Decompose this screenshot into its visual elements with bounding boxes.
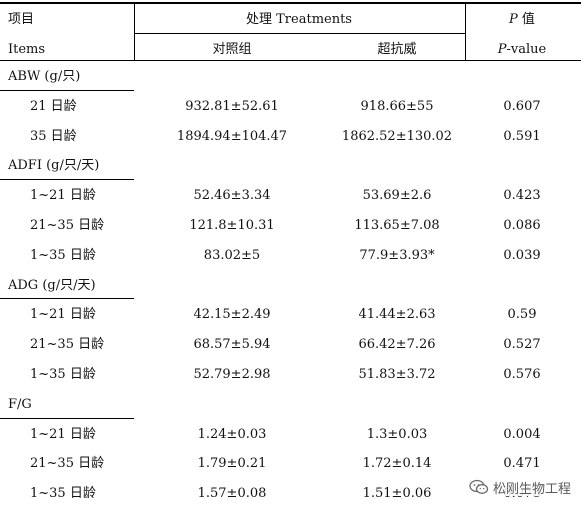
section-row: F/G [0, 389, 581, 419]
row-label: 1~21 日龄 [30, 307, 96, 323]
header-treatments: 处理 Treatments [246, 12, 352, 27]
row-label: 21~35 日龄 [30, 218, 105, 233]
p-value: 0.591 [503, 128, 541, 144]
section-label: ADG (g/只/天) [8, 277, 96, 293]
header-divider-right [465, 2, 466, 60]
row-label: 1~21 日龄 [30, 426, 96, 442]
p-value: 0.471 [503, 456, 541, 472]
super-value: 77.9±3.93* [359, 247, 435, 263]
row-label: 21~35 日龄 [30, 456, 105, 472]
p-value: 0.59 [507, 307, 537, 323]
control-value: 52.46±3.34 [193, 188, 271, 204]
p-value: 0.423 [503, 188, 541, 204]
control-value: 932.81±52.61 [185, 98, 279, 114]
section-label: F/G [8, 396, 32, 412]
section-row: ADG (g/只/天) [0, 270, 581, 300]
super-value: 1.72±0.14 [362, 456, 432, 472]
p-value: 0.004 [503, 426, 541, 442]
p-italic: P [509, 12, 518, 27]
p-char: 值 [517, 12, 535, 27]
control-value: 42.15±2.49 [193, 307, 271, 323]
control-value: 52.79±2.98 [193, 367, 271, 382]
p-value: 0.039 [503, 247, 541, 263]
row-label: 1~35 日龄 [30, 486, 96, 502]
table-row: 1~35 日龄 83.02±5 77.9±3.93* 0.039 [0, 240, 581, 270]
super-value: 1.51±0.06 [362, 486, 432, 502]
section-underline [0, 298, 134, 300]
p-value: 0.607 [503, 98, 541, 114]
super-value: 51.83±3.72 [358, 367, 436, 382]
super-value: 1.3±0.03 [366, 426, 428, 442]
table-row: 21~35 日龄 68.57±5.94 66.42±7.26 0.527 [0, 329, 581, 359]
table-row: 1~35 日龄1.57±0.081.51±0.060.078 [0, 478, 581, 508]
control-value: 1894.94±104.47 [176, 128, 288, 144]
row-label: 21~35 日龄 [30, 337, 105, 353]
table-row: 1~35 日龄 52.79±2.98 51.83±3.72 0.576 [0, 359, 581, 389]
header-control: 对照组 [212, 42, 252, 57]
header-item-cn: 项目 [8, 12, 35, 27]
watermark: 松刚生物工程 [466, 478, 573, 497]
table-row: 1~21 日龄 1.24±0.03 1.3±0.03 0.004 [0, 419, 581, 449]
super-value: 53.69±2.6 [362, 188, 432, 204]
header-p-value-en: P-value [498, 42, 546, 58]
table-row: 1~21 日龄 52.46±3.34 53.69±2.6 0.423 [0, 180, 581, 210]
control-value: 68.57±5.94 [193, 337, 271, 353]
row-label: 1~35 日龄 [30, 367, 96, 382]
table-row: 1~21 日龄 42.15±2.49 41.44±2.63 0.59 [0, 299, 581, 329]
section-label: ABW (g/只) [8, 69, 81, 84]
section-label: ADFI (g/只/天) [8, 158, 100, 174]
table-row: 21~35 日龄 121.8±10.31 113.65±7.08 0.086 [0, 210, 581, 240]
treatments-underline [134, 33, 465, 34]
p-value: 0.086 [503, 218, 541, 233]
row-label: 21 日龄 [30, 98, 77, 114]
wechat-icon [469, 479, 489, 494]
control-value: 1.57±0.08 [197, 486, 267, 502]
control-value: 121.8±10.31 [189, 218, 275, 233]
p-value: 0.576 [503, 367, 541, 382]
section-underline [0, 89, 134, 91]
super-value: 1862.52±130.02 [341, 128, 453, 144]
top-rule [0, 2, 581, 4]
super-value: 918.66±55 [360, 98, 434, 114]
super-value: 66.42±7.26 [358, 337, 436, 353]
header-bottom-rule [0, 60, 581, 61]
control-value: 1.24±0.03 [197, 426, 267, 442]
control-value: 83.02±5 [203, 247, 261, 263]
table-row: 35 日龄 1894.94±104.47 1862.52±130.02 0.591 [0, 121, 581, 151]
section-underline [0, 179, 134, 181]
header-super: 超抗威 [377, 42, 417, 57]
control-value: 1.79±0.21 [197, 456, 267, 472]
table-row: 21 日龄 932.81±52.61 918.66±55 0.607 [0, 91, 581, 121]
row-label: 1~21 日龄 [30, 188, 96, 204]
section-row: ADFI (g/只/天) [0, 150, 581, 181]
p-value: 0.527 [503, 337, 541, 353]
super-value: 41.44±2.63 [358, 307, 436, 323]
watermark-text: 松刚生物工程 [492, 481, 571, 497]
header-item-en: Items [8, 42, 46, 57]
row-label: 1~35 日龄 [30, 247, 96, 263]
header-divider-left [134, 2, 135, 60]
section-underline [0, 417, 134, 419]
p-value-italic: P [497, 42, 507, 57]
super-value: 113.65±7.08 [354, 218, 440, 233]
row-label: 35 日龄 [30, 128, 77, 144]
p-value-rest: -value [506, 42, 547, 57]
table-row: 21~35 日龄 1.79±0.21 1.72±0.14 0.471 [0, 448, 581, 478]
section-row: ABW (g/只) [0, 61, 581, 91]
header-p-value-cn: P 值 [509, 12, 535, 28]
